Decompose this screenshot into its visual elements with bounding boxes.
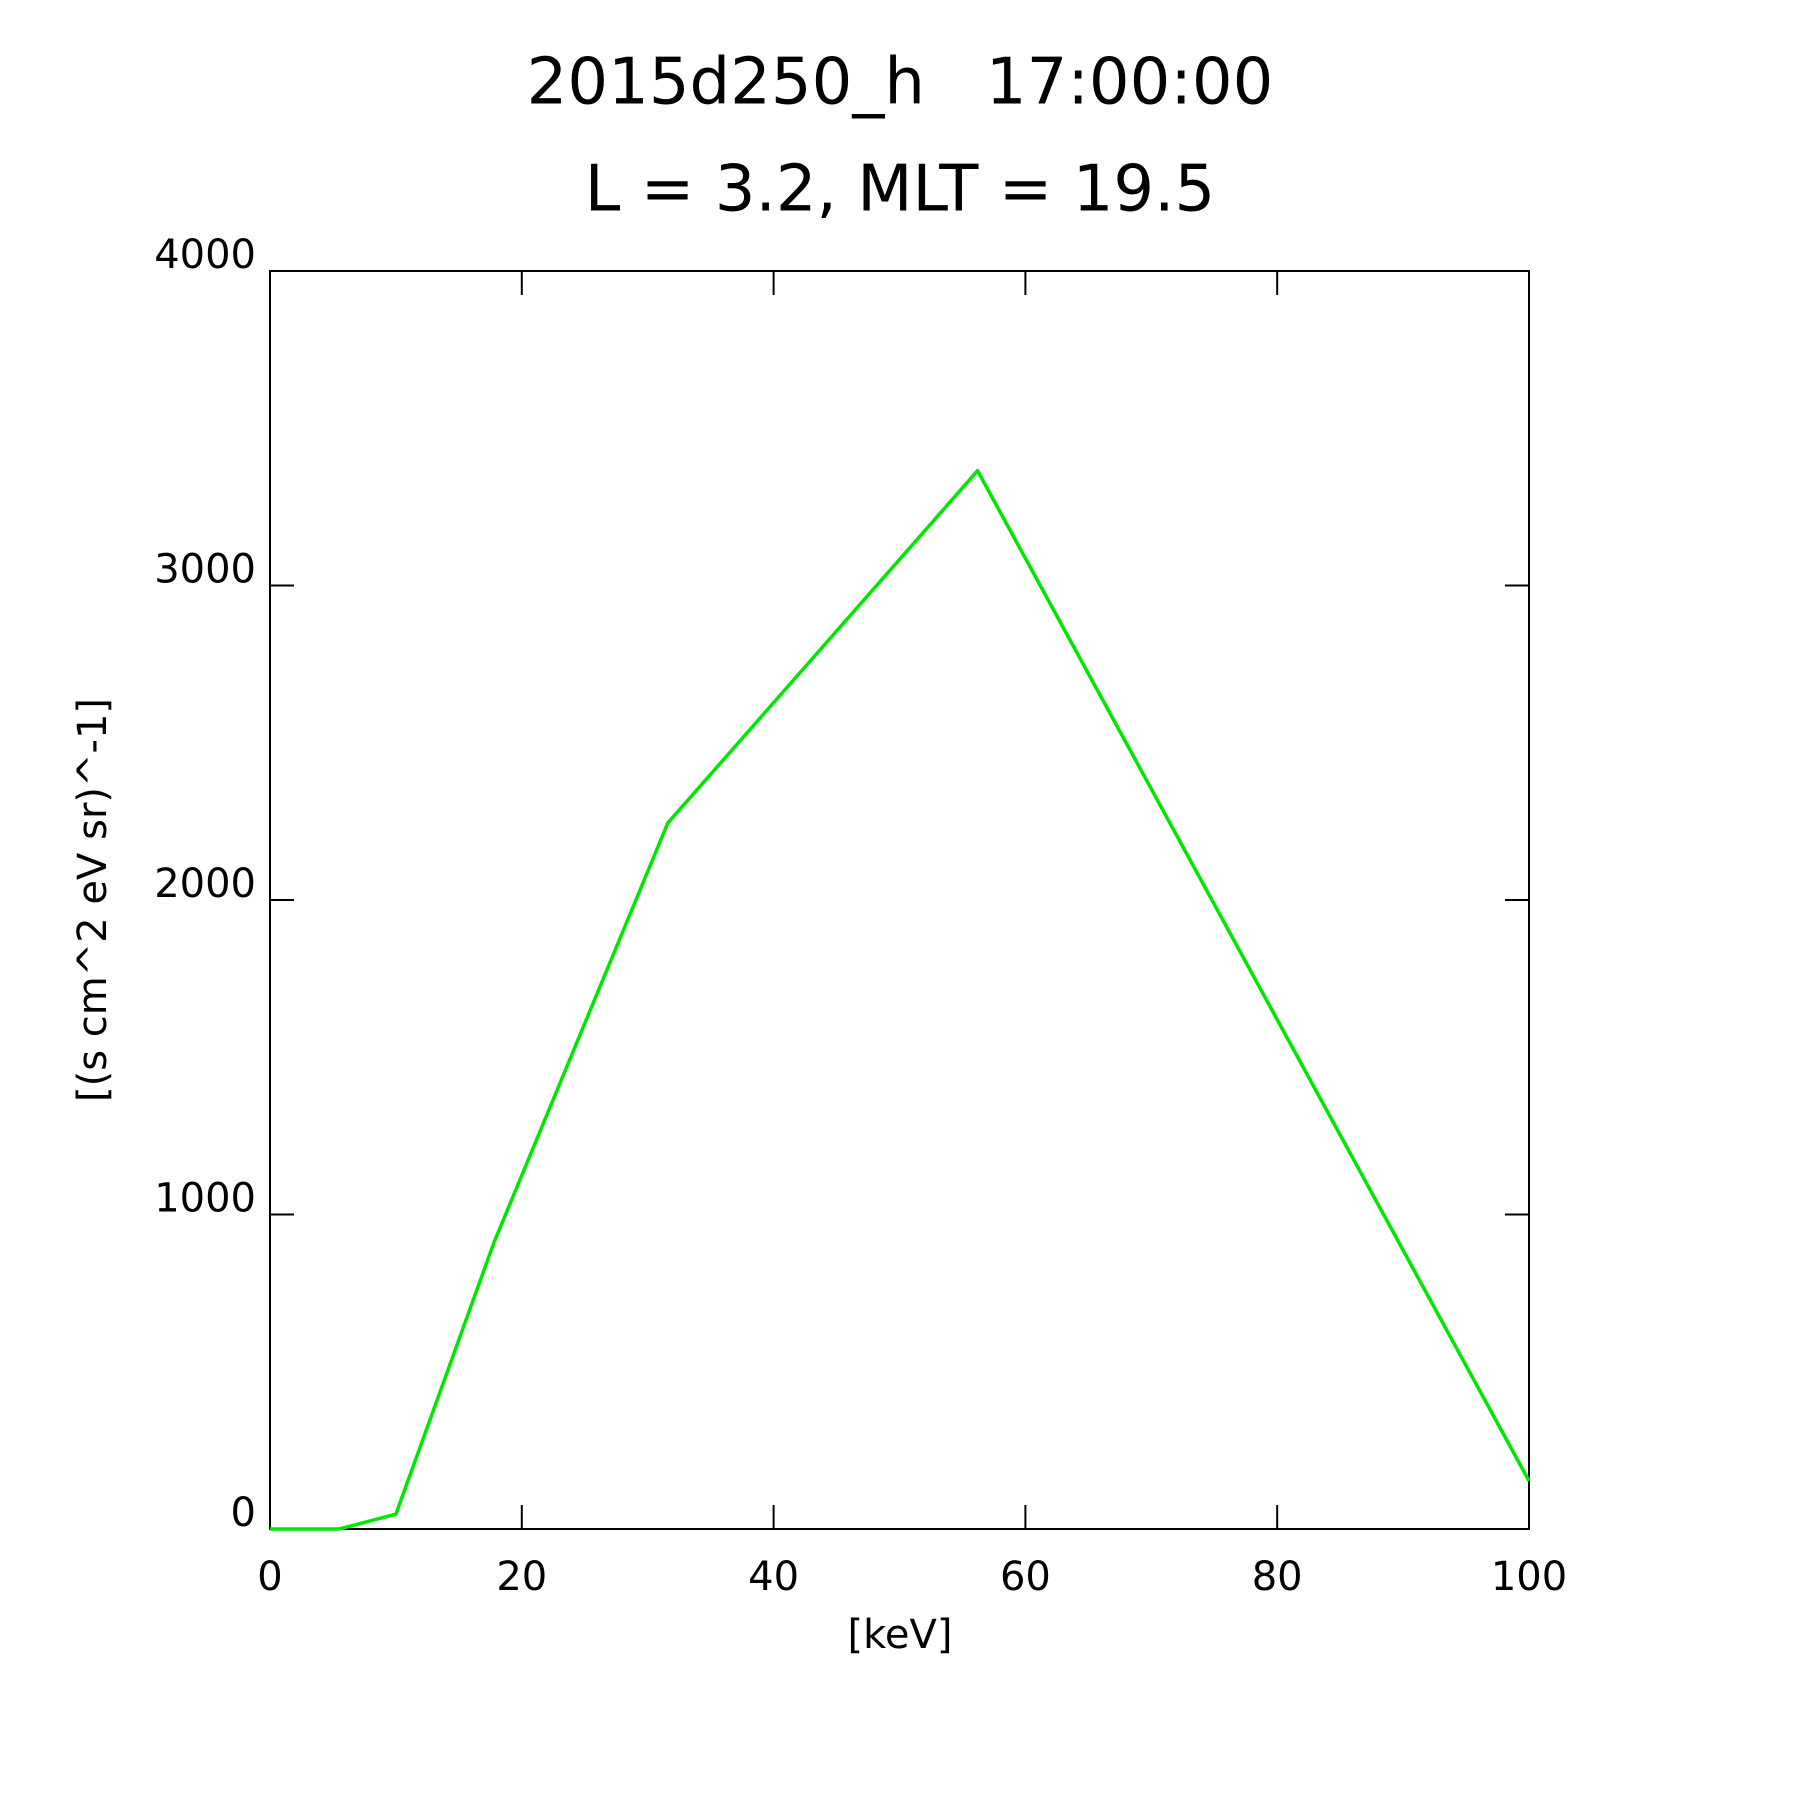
x-tick-label: 0 (257, 1554, 282, 1600)
x-tick-label: 40 (748, 1554, 799, 1600)
x-tick-label: 80 (1252, 1554, 1303, 1600)
x-tick-label: 20 (496, 1554, 547, 1600)
y-tick-label: 0 (231, 1490, 256, 1536)
x-axis-label: [keV] (848, 1612, 953, 1658)
y-tick-label: 3000 (154, 547, 256, 593)
data-line (270, 468, 1531, 1531)
x-tick-label: 60 (1000, 1554, 1051, 1600)
y-tick-label: 4000 (154, 232, 256, 278)
y-tick-label: 1000 (154, 1176, 256, 1222)
chart-subtitle: L = 3.2, MLT = 19.5 (585, 153, 1215, 227)
chart-title: 2015d250_h 17:00:00 (527, 46, 1274, 120)
x-tick-label: 100 (1491, 1554, 1567, 1600)
y-tick-label: 2000 (154, 861, 256, 907)
y-axis-label: [(s cm^2 eV sr)^-1] (70, 698, 116, 1102)
